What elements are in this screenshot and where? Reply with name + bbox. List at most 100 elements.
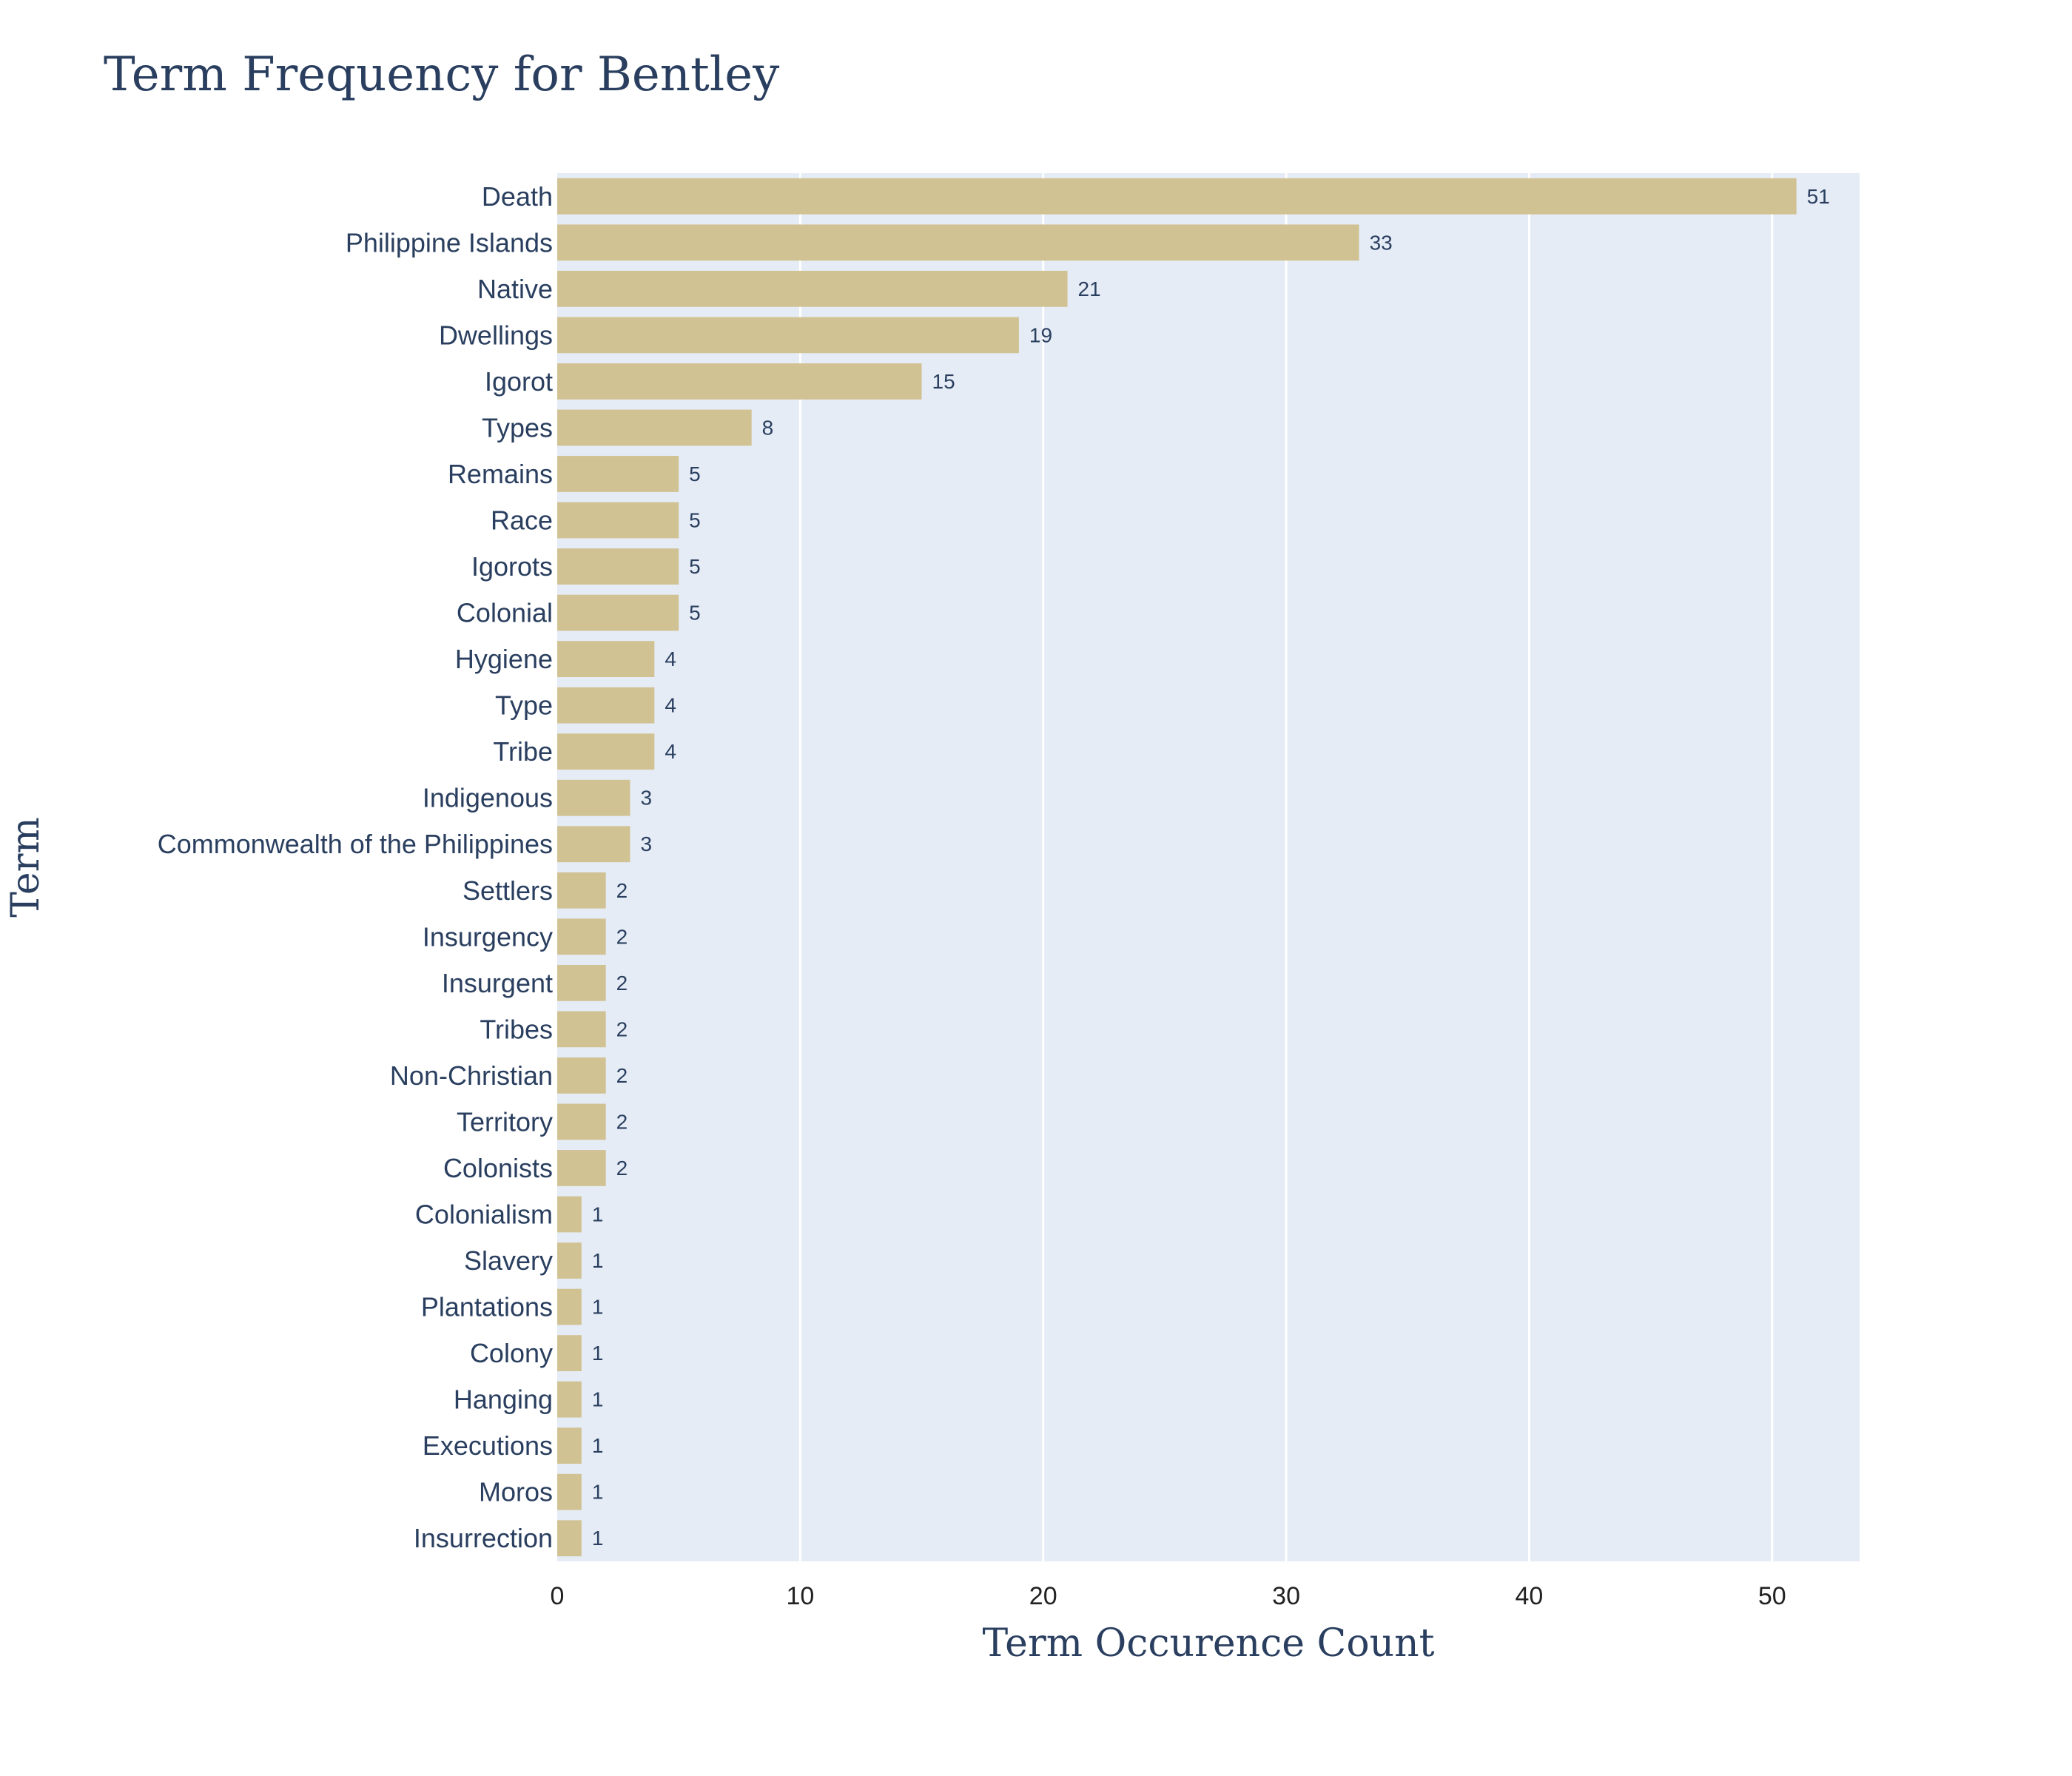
category-label: Colony	[470, 1338, 553, 1368]
category-label: Insurrection	[414, 1523, 553, 1553]
data-label: 2	[616, 1064, 628, 1087]
x-tick-label: 50	[1758, 1582, 1786, 1610]
category-label: Executions	[423, 1430, 553, 1461]
bar	[557, 918, 606, 955]
category-label: Non-Christian	[390, 1060, 553, 1091]
category-label: Territory	[457, 1106, 553, 1137]
bar	[557, 1057, 606, 1094]
data-label: 3	[641, 787, 653, 810]
category-label: Slavery	[464, 1245, 553, 1276]
category-label: Native	[477, 274, 553, 304]
data-label: 5	[689, 509, 701, 532]
data-label: 1	[592, 1388, 604, 1411]
bar	[557, 1011, 606, 1048]
category-label: Remains	[448, 459, 553, 489]
bar	[557, 1196, 582, 1233]
plot-area	[557, 173, 1860, 1561]
gridlines	[798, 173, 1774, 1561]
category-label: Hygiene	[455, 644, 553, 674]
data-label: 8	[762, 416, 774, 439]
data-label: 33	[1370, 231, 1393, 254]
x-tick-label: 40	[1516, 1582, 1544, 1610]
category-label: Colonial	[457, 598, 553, 628]
bar	[557, 363, 922, 400]
data-label: 51	[1807, 185, 1830, 208]
bar	[557, 1242, 582, 1279]
bar	[557, 733, 655, 770]
category-label: Types	[482, 412, 553, 443]
category-label: Colonialism	[415, 1200, 553, 1230]
data-label: 1	[592, 1342, 604, 1365]
bar	[557, 409, 752, 446]
bar	[557, 317, 1019, 354]
bar	[557, 548, 679, 585]
data-label: 15	[932, 370, 955, 393]
category-label: Race	[491, 505, 553, 536]
bar	[557, 1103, 606, 1140]
data-label: 19	[1029, 323, 1052, 346]
data-label: 1	[592, 1249, 604, 1272]
bar	[557, 1335, 582, 1371]
bar	[557, 1150, 606, 1186]
data-label: 2	[616, 1018, 628, 1040]
bar	[557, 178, 1797, 215]
bar	[557, 594, 679, 631]
category-label: Insurgent	[442, 968, 553, 998]
bar	[557, 826, 630, 863]
data-label: 4	[665, 740, 676, 763]
data-label: 4	[665, 694, 676, 717]
x-tick-label: 20	[1029, 1582, 1057, 1610]
bar	[557, 224, 1359, 261]
data-label: 1	[592, 1434, 604, 1457]
bar	[557, 1427, 582, 1464]
category-label: Tribes	[480, 1014, 553, 1044]
category-label: Insurgency	[423, 921, 553, 952]
data-label: 1	[592, 1203, 604, 1226]
data-label: 2	[616, 925, 628, 948]
data-label: 1	[592, 1527, 604, 1550]
category-label: Tribe	[493, 736, 553, 767]
bar	[557, 270, 1068, 307]
x-tick-labels: 0 10 20 30 40 50	[551, 1582, 1786, 1610]
bar	[557, 641, 655, 677]
bars	[557, 178, 1797, 1557]
y-axis-title: Term	[4, 817, 48, 918]
category-label: Death	[482, 181, 553, 212]
x-axis-title: Term Occurence Count	[983, 1621, 1435, 1666]
category-label: Philippine Islands	[346, 227, 553, 258]
data-label: 5	[689, 602, 701, 625]
category-labels: Death Philippine Islands Native Dwellings Ig…	[158, 181, 553, 1553]
bar	[557, 872, 606, 909]
data-label: 5	[689, 462, 701, 485]
x-tick-label: 10	[786, 1582, 814, 1610]
category-label: Settlers	[462, 875, 553, 906]
bar	[557, 1473, 582, 1510]
bar	[557, 1288, 582, 1325]
x-tick-label: 30	[1272, 1582, 1300, 1610]
data-label: 21	[1078, 278, 1101, 300]
category-label: Plantations	[421, 1292, 553, 1322]
data-label: 4	[665, 648, 676, 670]
category-label: Igorot	[485, 366, 553, 397]
category-label: Hanging	[454, 1385, 553, 1415]
data-label: 2	[616, 879, 628, 902]
category-label: Commonwealth of the Philippines	[158, 829, 553, 859]
data-label: 1	[592, 1296, 604, 1319]
data-label: 2	[616, 1110, 628, 1133]
bar	[557, 502, 679, 539]
bar	[557, 687, 655, 724]
category-label: Dwellings	[439, 320, 553, 350]
bar	[557, 456, 679, 492]
bar	[557, 964, 606, 1001]
chart-title: Term Frequency for Bentley	[104, 47, 779, 102]
data-label: 2	[616, 1157, 628, 1180]
data-label: 3	[641, 832, 653, 855]
data-label: 2	[616, 972, 628, 995]
category-label: Colonists	[443, 1153, 553, 1183]
bar	[557, 1520, 582, 1557]
category-label: Indigenous	[423, 783, 553, 813]
data-label: 5	[689, 555, 701, 578]
category-label: Moros	[479, 1477, 553, 1507]
